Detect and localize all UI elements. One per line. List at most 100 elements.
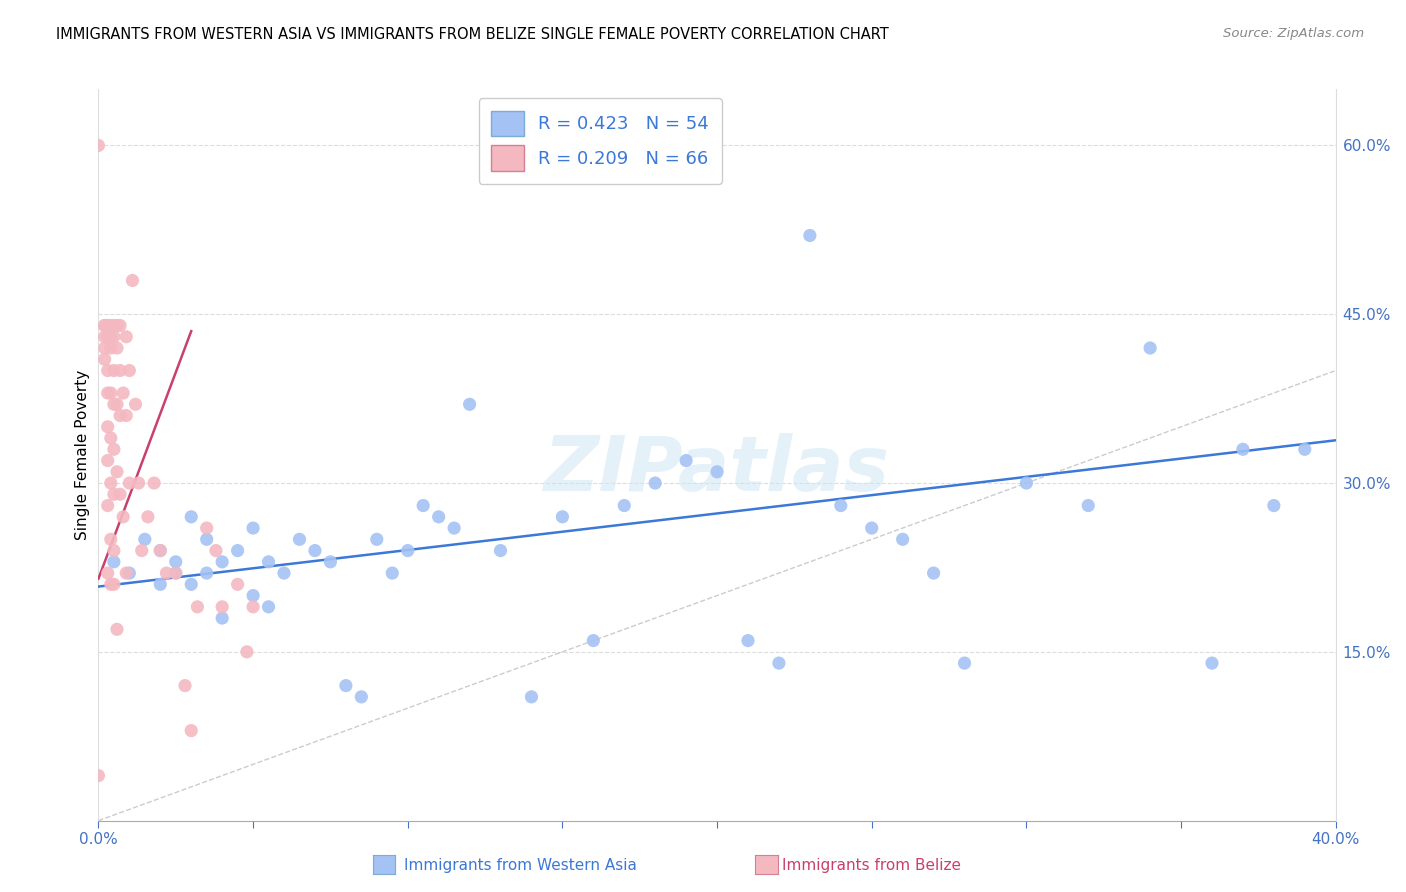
- Point: [87, 138, 110, 153]
- Point: [412, 499, 434, 513]
- Point: [1077, 499, 1099, 513]
- Point: [922, 566, 945, 580]
- Point: [108, 318, 131, 333]
- Point: [675, 453, 697, 467]
- Text: Immigrants from Western Asia: Immigrants from Western Asia: [404, 858, 637, 872]
- Point: [134, 533, 156, 547]
- Point: [93, 352, 115, 367]
- Point: [97, 363, 120, 377]
- Point: [155, 566, 177, 580]
- Point: [381, 566, 404, 580]
- Point: [118, 566, 141, 580]
- Point: [226, 577, 249, 591]
- Y-axis label: Single Female Poverty: Single Female Poverty: [75, 370, 90, 540]
- Point: [128, 476, 150, 491]
- Point: [105, 318, 128, 333]
- Point: [97, 453, 120, 467]
- Point: [93, 341, 115, 355]
- Point: [226, 543, 249, 558]
- Point: [103, 577, 125, 591]
- Point: [105, 465, 128, 479]
- Point: [1139, 341, 1161, 355]
- Point: [257, 555, 280, 569]
- Point: [891, 533, 914, 547]
- Point: [87, 769, 110, 783]
- Point: [103, 442, 125, 457]
- Point: [180, 723, 202, 738]
- Point: [100, 330, 122, 344]
- Point: [1232, 442, 1254, 457]
- Point: [121, 273, 143, 287]
- Point: [100, 318, 122, 333]
- Point: [195, 533, 218, 547]
- Point: [97, 419, 120, 434]
- Point: [108, 363, 131, 377]
- Point: [103, 318, 125, 333]
- Point: [205, 543, 228, 558]
- Point: [143, 476, 166, 491]
- Point: [236, 645, 259, 659]
- Point: [97, 499, 120, 513]
- Point: [136, 509, 159, 524]
- Point: [165, 566, 187, 580]
- Point: [108, 487, 131, 501]
- Point: [165, 566, 187, 580]
- Point: [304, 543, 326, 558]
- Point: [211, 555, 233, 569]
- Point: [103, 330, 125, 344]
- Point: [103, 487, 125, 501]
- Point: [131, 543, 153, 558]
- Point: [97, 330, 120, 344]
- Point: [273, 566, 295, 580]
- Point: [737, 633, 759, 648]
- Point: [489, 543, 512, 558]
- Point: [100, 476, 122, 491]
- Point: [118, 476, 141, 491]
- Point: [242, 521, 264, 535]
- Point: [860, 521, 883, 535]
- Point: [211, 611, 233, 625]
- Point: [100, 533, 122, 547]
- Point: [108, 409, 131, 423]
- Point: [103, 397, 125, 411]
- Point: [288, 533, 311, 547]
- Point: [180, 577, 202, 591]
- Point: [100, 431, 122, 445]
- Point: [105, 341, 128, 355]
- Point: [100, 577, 122, 591]
- Point: [103, 543, 125, 558]
- Point: [93, 318, 115, 333]
- Point: [180, 509, 202, 524]
- Point: [211, 599, 233, 614]
- Point: [105, 623, 128, 637]
- Point: [115, 330, 138, 344]
- Point: [115, 409, 138, 423]
- Point: [706, 465, 728, 479]
- Text: Source: ZipAtlas.com: Source: ZipAtlas.com: [1223, 27, 1364, 40]
- Point: [174, 679, 197, 693]
- Point: [1201, 656, 1223, 670]
- Text: ZIPatlas: ZIPatlas: [544, 433, 890, 507]
- Point: [93, 330, 115, 344]
- Point: [1294, 442, 1316, 457]
- Text: IMMIGRANTS FROM WESTERN ASIA VS IMMIGRANTS FROM BELIZE SINGLE FEMALE POVERTY COR: IMMIGRANTS FROM WESTERN ASIA VS IMMIGRAN…: [56, 27, 889, 42]
- Point: [799, 228, 821, 243]
- Point: [830, 499, 852, 513]
- Point: [644, 476, 666, 491]
- Point: [100, 341, 122, 355]
- Point: [112, 509, 135, 524]
- Point: [103, 363, 125, 377]
- Point: [93, 318, 115, 333]
- Point: [195, 521, 218, 535]
- Point: [396, 543, 419, 558]
- Point: [1263, 499, 1285, 513]
- Point: [105, 397, 128, 411]
- Point: [335, 679, 357, 693]
- Point: [149, 543, 172, 558]
- Point: [582, 633, 605, 648]
- Point: [165, 555, 187, 569]
- Point: [97, 318, 120, 333]
- Point: [242, 589, 264, 603]
- Point: [366, 533, 388, 547]
- Point: [100, 386, 122, 401]
